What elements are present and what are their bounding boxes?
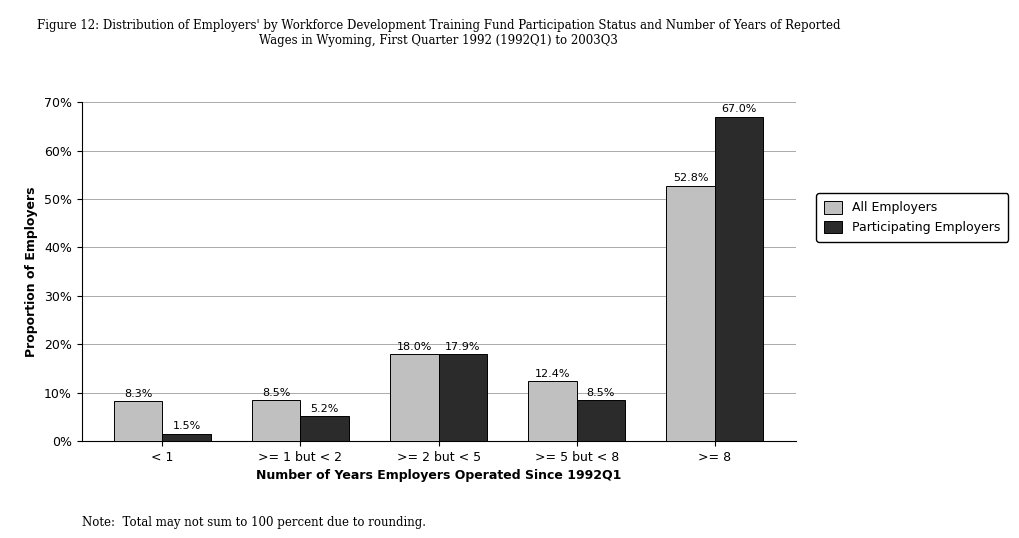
- Text: 17.9%: 17.9%: [444, 342, 480, 352]
- Bar: [576, 400, 625, 441]
- Y-axis label: Proportion of Employers: Proportion of Employers: [25, 187, 39, 357]
- Bar: [162, 434, 211, 441]
- Text: 5.2%: 5.2%: [310, 404, 338, 414]
- Text: Note:  Total may not sum to 100 percent due to rounding.: Note: Total may not sum to 100 percent d…: [82, 516, 425, 529]
- Bar: [252, 400, 301, 441]
- Text: 1.5%: 1.5%: [172, 421, 201, 431]
- Text: 8.5%: 8.5%: [262, 387, 290, 398]
- X-axis label: Number of Years Employers Operated Since 1992Q1: Number of Years Employers Operated Since…: [256, 470, 621, 483]
- Bar: [665, 186, 714, 441]
- Text: Figure 12: Distribution of Employers' by Workforce Development Training Fund Par: Figure 12: Distribution of Employers' by…: [37, 19, 840, 47]
- Text: 8.5%: 8.5%: [586, 387, 614, 398]
- Bar: [114, 401, 162, 441]
- Bar: [301, 416, 348, 441]
- Bar: [528, 381, 576, 441]
- Text: 18.0%: 18.0%: [396, 342, 432, 352]
- Text: 8.3%: 8.3%: [124, 388, 152, 399]
- Bar: [390, 354, 438, 441]
- Text: 52.8%: 52.8%: [673, 173, 708, 183]
- Bar: [714, 117, 762, 441]
- Text: 12.4%: 12.4%: [534, 369, 570, 379]
- Text: 67.0%: 67.0%: [720, 104, 756, 114]
- Legend: All Employers, Participating Employers: All Employers, Participating Employers: [815, 193, 1007, 242]
- Bar: [438, 355, 486, 441]
